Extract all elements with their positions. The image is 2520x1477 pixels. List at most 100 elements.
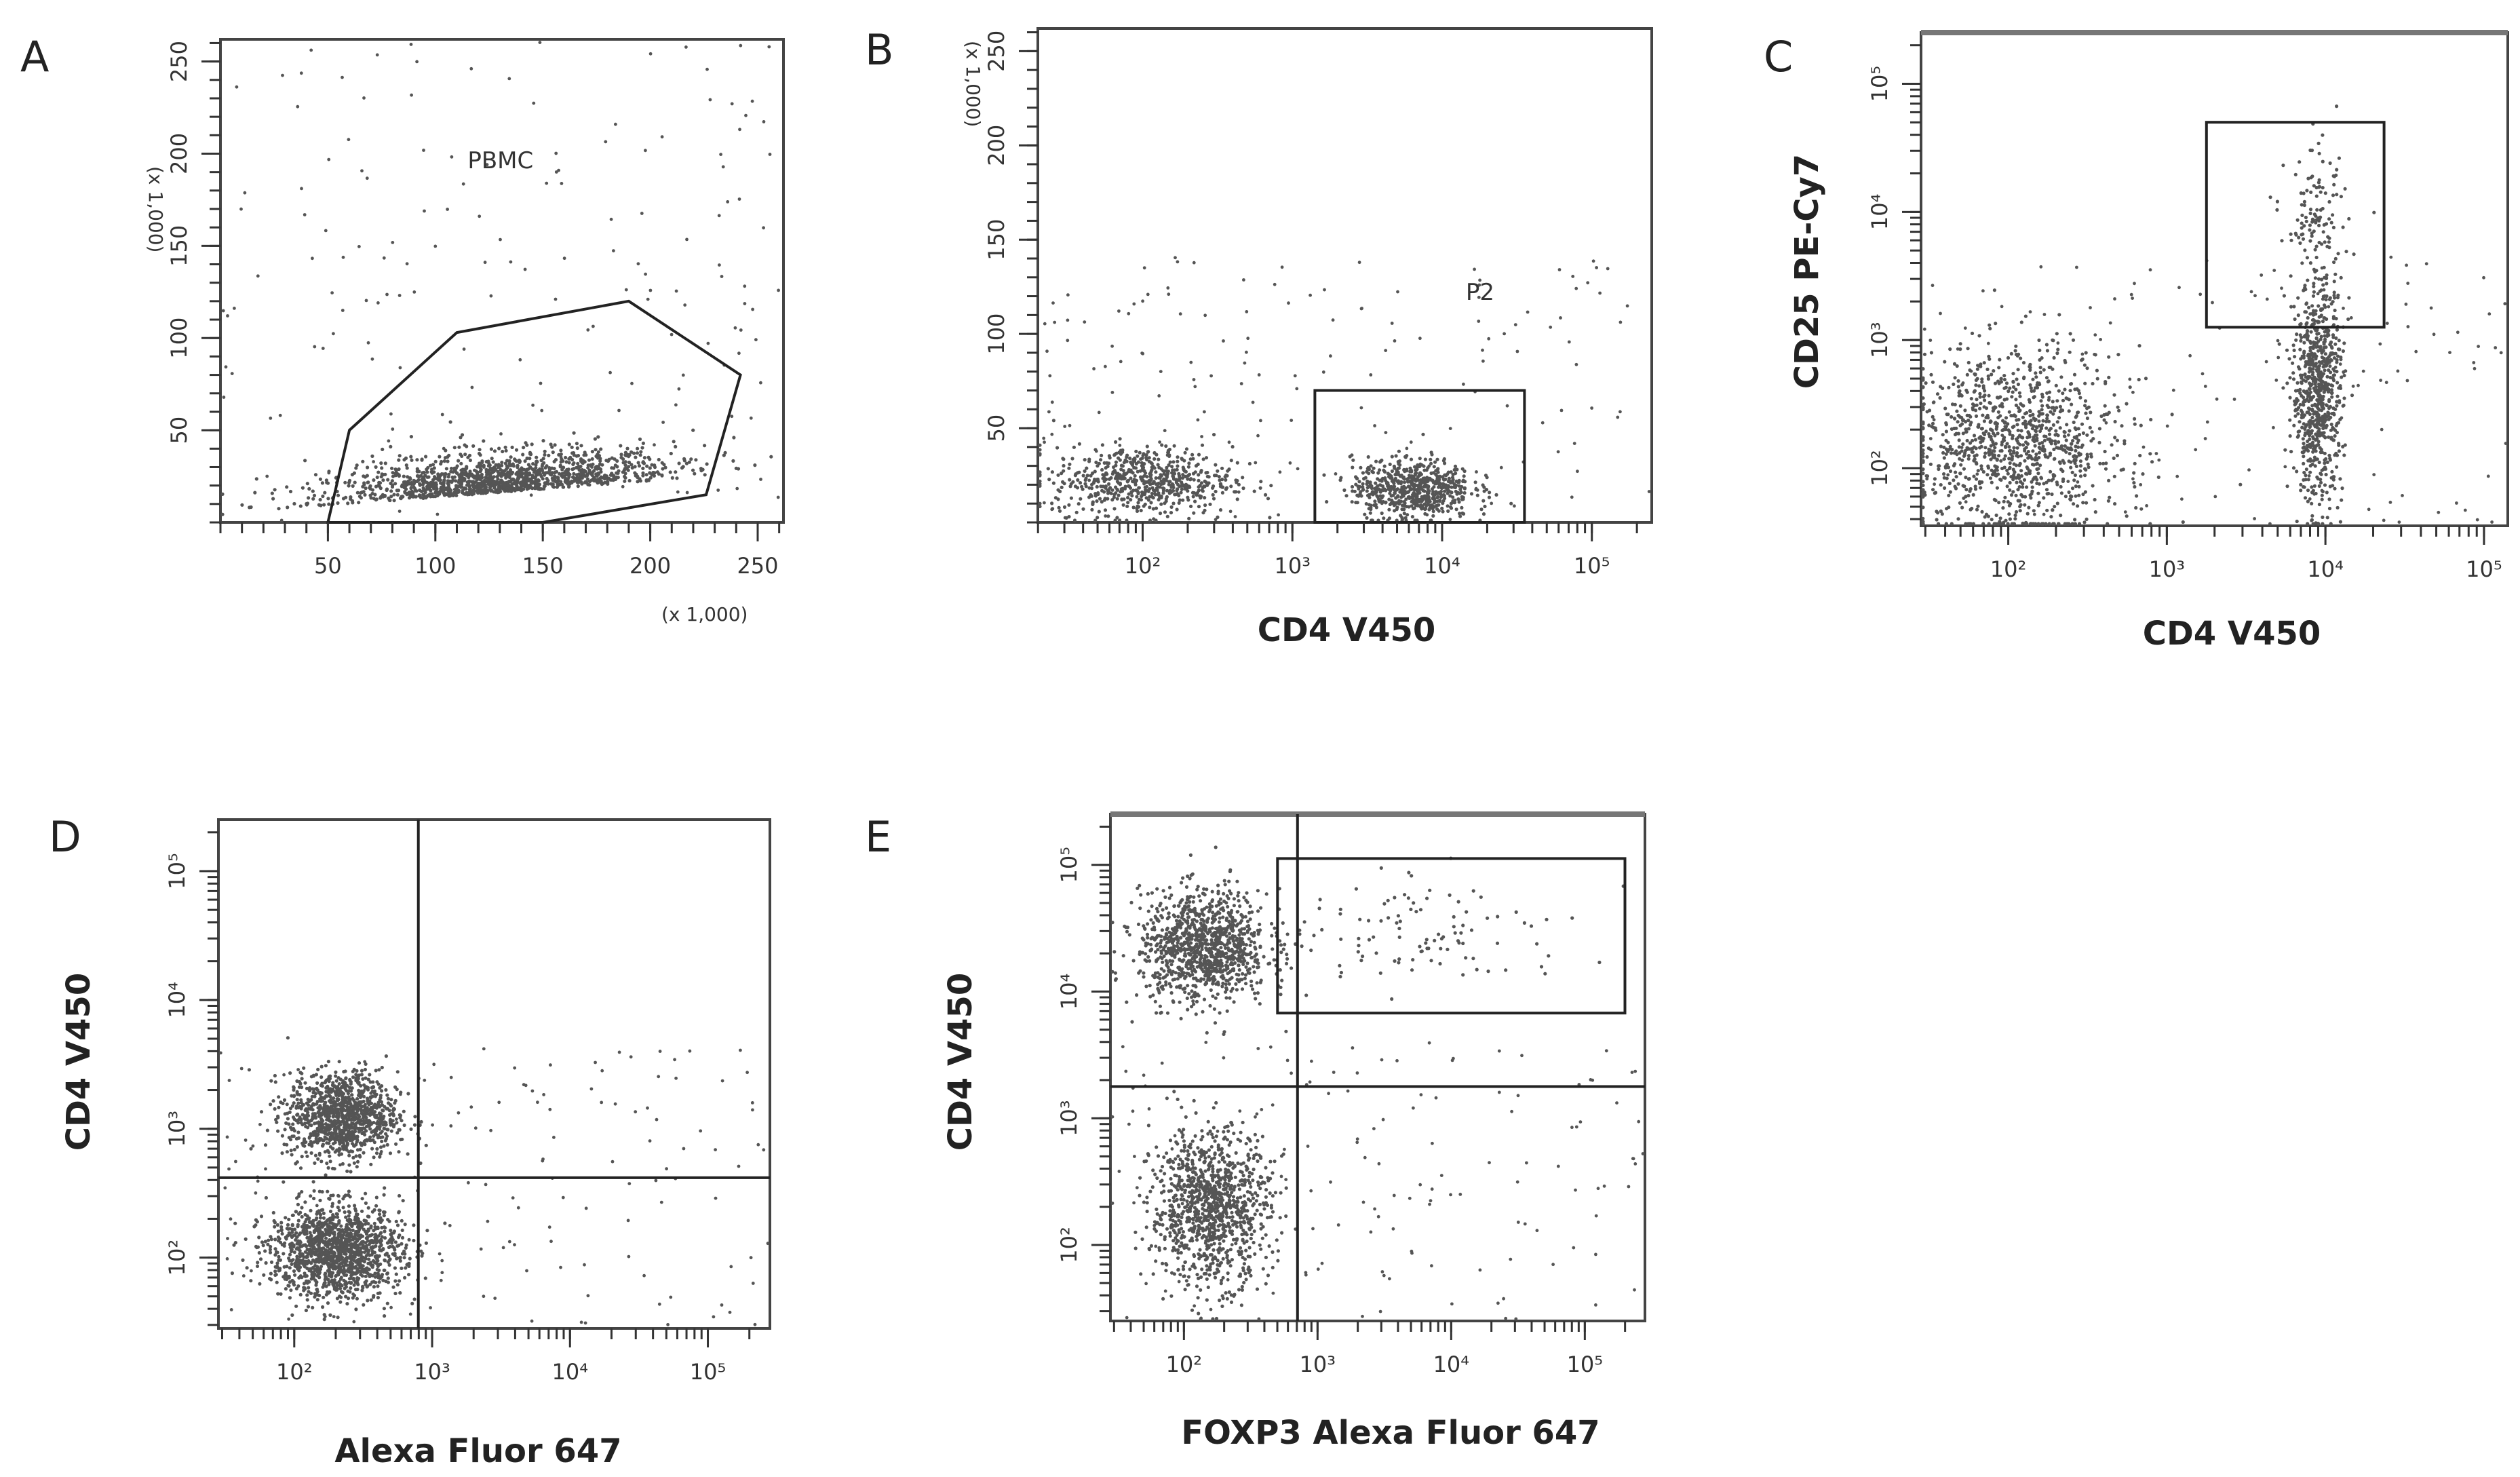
panel-a-event-dot bbox=[633, 465, 637, 469]
panel-c-event-dot bbox=[2308, 239, 2312, 243]
panel-a-event-dot bbox=[488, 467, 492, 472]
panel-b-event-dot bbox=[1167, 453, 1171, 457]
panel-b-background-dot bbox=[1051, 301, 1055, 305]
panel-c-event-dot bbox=[2006, 356, 2011, 360]
panel-c-event-dot bbox=[2342, 341, 2346, 345]
panel-a-x-tick-label: 50 bbox=[314, 553, 342, 579]
panel-a-event-dot bbox=[528, 457, 532, 461]
panel-c-event-dot bbox=[1988, 323, 1992, 327]
panel-b-event-dot bbox=[1395, 480, 1399, 484]
panel-c-event-dot bbox=[2135, 494, 2139, 498]
panel-c-event-dot bbox=[2287, 357, 2291, 361]
panel-c-event-dot bbox=[2302, 449, 2306, 453]
panel-c-event-dot bbox=[2053, 474, 2057, 478]
panel-c-event-dot bbox=[1954, 475, 1958, 479]
panel-b-event-dot bbox=[1121, 450, 1125, 455]
panel-c-event-dot bbox=[1964, 476, 1968, 480]
panel-c-event-dot bbox=[1921, 448, 1925, 453]
panel-a-event-dot bbox=[583, 480, 587, 484]
panel-a-event-dot bbox=[622, 468, 627, 472]
panel-c-event-dot bbox=[2301, 437, 2305, 441]
panel-b-background-dot bbox=[1251, 400, 1255, 404]
panel-c-event-dot bbox=[1987, 394, 1991, 398]
panel-b-event-dot bbox=[1038, 482, 1042, 486]
panel-c-event-dot bbox=[2068, 350, 2072, 354]
panel-c-event-dot bbox=[1955, 453, 1959, 457]
panel-c-event-dot bbox=[2110, 443, 2114, 447]
panel-a-event-dot bbox=[495, 480, 500, 484]
panel-c-event-dot bbox=[2055, 420, 2059, 424]
panel-a-event-dot bbox=[652, 474, 657, 478]
panel-b-event-dot bbox=[1152, 457, 1157, 461]
panel-c-event-dot bbox=[2327, 328, 2331, 332]
panel-c-event-dot bbox=[1987, 354, 1991, 359]
panel-c-event-dot bbox=[1954, 470, 1958, 474]
panel-a-event-dot bbox=[550, 445, 554, 449]
panel-c-event-dot bbox=[2019, 503, 2023, 507]
panel-c-event-dot bbox=[2036, 472, 2040, 476]
panel-c-event-dot bbox=[2138, 453, 2142, 458]
panel-c-event-dot bbox=[2339, 275, 2343, 280]
panel-c-event-dot bbox=[2040, 412, 2044, 416]
panel-a-event-dot bbox=[471, 444, 476, 448]
panel-c-event-dot bbox=[2083, 404, 2087, 408]
panel-a-background-dot bbox=[507, 77, 511, 81]
panel-b-event-dot bbox=[1384, 482, 1389, 486]
panel-b-background-dot bbox=[1239, 382, 1243, 385]
panel-b-event-dot bbox=[1406, 513, 1410, 517]
panel-a-background-dot bbox=[648, 288, 653, 292]
panel-c-event-dot bbox=[1938, 396, 1942, 400]
panel-c-event-dot bbox=[1931, 488, 1935, 492]
panel-a-event-dot bbox=[675, 476, 679, 480]
panel-c-event-dot bbox=[2312, 484, 2317, 488]
panel-a-event-dot bbox=[547, 453, 551, 458]
panel-c-event-dot bbox=[1942, 456, 1946, 460]
panel-b-background-dot bbox=[1598, 291, 1602, 295]
panel-a-event-dot bbox=[641, 471, 645, 476]
panel-c-event-dot bbox=[2325, 294, 2329, 299]
panel-c-event-dot bbox=[2037, 445, 2041, 450]
panel-a-event-dot bbox=[460, 433, 465, 437]
panel-b-event-dot bbox=[1076, 478, 1080, 482]
panel-c-event-dot bbox=[2299, 408, 2304, 413]
panel-c-event-dot bbox=[2024, 445, 2028, 450]
panel-c-event-dot bbox=[1992, 497, 1996, 502]
panel-a-event-dot bbox=[623, 472, 627, 476]
panel-a-event-dot bbox=[298, 504, 303, 508]
panel-c-event-dot bbox=[2016, 382, 2020, 387]
panel-a-event-dot bbox=[398, 496, 403, 500]
panel-c-event-dot bbox=[1978, 446, 1982, 450]
panel-a-event-dot bbox=[412, 478, 416, 482]
panel-a-event-dot bbox=[496, 477, 500, 481]
panel-c-event-dot bbox=[2331, 373, 2335, 377]
panel-a-event-dot bbox=[521, 472, 525, 476]
panel-a-event-dot bbox=[428, 463, 433, 467]
panel-b-event-dot bbox=[1443, 496, 1447, 501]
panel-c-event-dot bbox=[1982, 419, 1986, 423]
panel-c-event-dot bbox=[2331, 335, 2335, 339]
panel-c-event-dot bbox=[2065, 423, 2069, 427]
panel-b-event-dot bbox=[1085, 466, 1089, 470]
panel-b-event-dot bbox=[1446, 509, 1450, 514]
panel-c-event-dot bbox=[2028, 414, 2032, 418]
panel-c-event-dot bbox=[1990, 428, 1994, 432]
panel-b-event-dot bbox=[1427, 507, 1431, 512]
panel-b-event-dot bbox=[1204, 471, 1208, 475]
panel-a-event-dot bbox=[655, 470, 660, 474]
panel-c-event-dot bbox=[2008, 461, 2012, 465]
panel-b-event-dot bbox=[1109, 476, 1113, 480]
panel-a-event-dot bbox=[349, 495, 353, 499]
panel-c-event-dot bbox=[1921, 459, 1925, 464]
panel-c-event-dot bbox=[2285, 348, 2289, 352]
panel-c-event-dot bbox=[1944, 429, 1948, 434]
panel-c-event-dot bbox=[1958, 342, 1962, 346]
panel-b-event-dot bbox=[1149, 501, 1153, 505]
panel-a-event-dot bbox=[623, 460, 627, 464]
panel-b-event-dot bbox=[1078, 481, 1083, 485]
panel-a-event-dot bbox=[541, 439, 545, 443]
panel-a-event-dot bbox=[431, 494, 435, 499]
panel-c-event-dot bbox=[2315, 341, 2319, 345]
panel-a-event-dot bbox=[559, 460, 563, 464]
panel-a-event-dot bbox=[567, 485, 571, 489]
panel-c-event-dot bbox=[2071, 439, 2075, 443]
